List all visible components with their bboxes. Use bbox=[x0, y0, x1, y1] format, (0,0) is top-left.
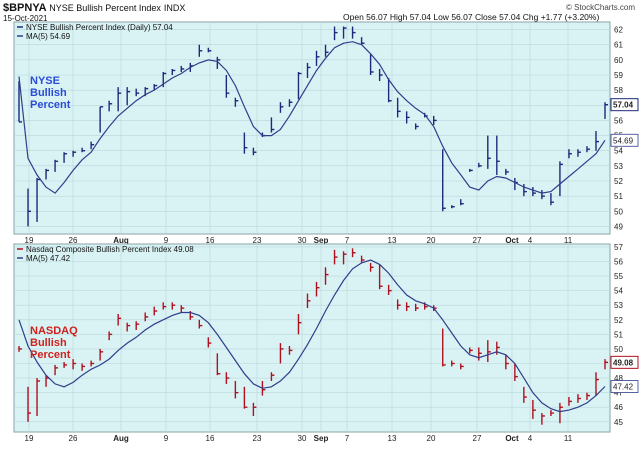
nasdaq-ytick-label: 55 bbox=[614, 272, 623, 281]
index-name: NYSE Bullish Percent Index bbox=[49, 3, 161, 13]
low-label: Low bbox=[433, 12, 449, 22]
nasdaq-xtick-label: 7 bbox=[345, 434, 350, 443]
nasdaq-ytick-label: 57 bbox=[614, 243, 623, 252]
nasdaq-ytick-label: 47 bbox=[614, 389, 623, 398]
nasdaq-xtick-label: 30 bbox=[298, 434, 307, 443]
nasdaq-xtick-label: 23 bbox=[253, 434, 262, 443]
nasdaq-ytick-label: 50 bbox=[614, 345, 623, 354]
nasdaq-ma-value-tag-box bbox=[610, 380, 639, 393]
nasdaq-xtick-label: 4 bbox=[528, 434, 533, 443]
nasdaq-ytick-label: 53 bbox=[614, 301, 623, 310]
nasdaq-xtick-label: 19 bbox=[25, 434, 34, 443]
credit: © StockCharts.com bbox=[566, 3, 636, 12]
nyse-xtick-label: 26 bbox=[69, 236, 78, 245]
nyse-ytick-label: 52 bbox=[614, 177, 623, 186]
nasdaq-xtick-label: 20 bbox=[427, 434, 436, 443]
nyse-xtick-label: 16 bbox=[206, 236, 215, 245]
nyse-ma-value-tag-box bbox=[610, 133, 639, 147]
nasdaq-ytick-label: 54 bbox=[614, 287, 623, 296]
nyse-annotation-line: Percent bbox=[30, 99, 71, 111]
nyse-plot-area bbox=[13, 21, 611, 235]
close-label: Close bbox=[474, 12, 497, 22]
nasdaq-xtick-label: 9 bbox=[164, 434, 169, 443]
nasdaq-legend-text: MA(5) 47.42 bbox=[26, 254, 71, 263]
nyse-last-value-tag: 57.04 bbox=[613, 101, 634, 110]
nasdaq-ytick-label: 46 bbox=[614, 403, 623, 412]
nyse-xtick-label: Oct bbox=[505, 236, 519, 245]
nyse-xtick-label: 19 bbox=[25, 236, 34, 245]
nasdaq-ytick-label: 56 bbox=[614, 257, 623, 266]
symbol: $BPNYA bbox=[3, 2, 47, 14]
nasdaq-annotation-line: Bullish bbox=[30, 337, 67, 349]
chart-symbol: $BPNYA NYSE Bullish Percent Index INDX bbox=[3, 2, 185, 14]
nyse-ma-value-tag: 54.69 bbox=[613, 136, 634, 145]
high-label: High bbox=[389, 12, 408, 22]
nyse-ytick-label: 62 bbox=[614, 26, 623, 35]
nasdaq-ytick-label: 51 bbox=[614, 330, 623, 339]
nasdaq-ytick-label: 45 bbox=[614, 418, 623, 427]
nasdaq-xtick-label: Oct bbox=[505, 434, 519, 443]
nyse-xtick-label: 23 bbox=[253, 236, 262, 245]
nyse-annotation-line: Bullish bbox=[30, 87, 67, 99]
nasdaq-ytick-label: 48 bbox=[614, 374, 623, 383]
low-value: 56.07 bbox=[451, 12, 473, 22]
nyse-legend-text: MA(5) 54.69 bbox=[26, 32, 71, 41]
nyse-last-value-tag-box bbox=[610, 98, 639, 112]
nasdaq-annotation-line: Percent bbox=[30, 349, 71, 361]
nyse-xtick-label: Aug bbox=[113, 236, 129, 245]
nasdaq-annotation-line: NASDAQ bbox=[30, 325, 78, 337]
nyse-xtick-label: Sep bbox=[314, 236, 329, 245]
open-label: Open bbox=[343, 12, 364, 22]
nasdaq-ma-line bbox=[18, 259, 606, 413]
nasdaq-ma-value-tag: 47.42 bbox=[613, 383, 634, 392]
nyse-ytick-label: 50 bbox=[614, 207, 623, 216]
nyse-xtick-label: 7 bbox=[345, 236, 350, 245]
nyse-xtick-label: 9 bbox=[164, 236, 169, 245]
chg-label: Chg bbox=[522, 12, 539, 22]
nyse-ytick-label: 60 bbox=[614, 56, 623, 65]
nyse-ma-line bbox=[18, 41, 606, 194]
nasdaq-plot-area bbox=[13, 243, 611, 433]
high-value: 57.04 bbox=[409, 12, 431, 22]
nasdaq-ytick-label: 52 bbox=[614, 316, 623, 325]
close-value: 57.04 bbox=[499, 12, 521, 22]
nasdaq-legend-text: Nasdaq Composite Bullish Percent Index 4… bbox=[26, 245, 194, 254]
nyse-xtick-label: 20 bbox=[427, 236, 436, 245]
nyse-xtick-label: 4 bbox=[528, 236, 533, 245]
nasdaq-xtick-label: 27 bbox=[473, 434, 482, 443]
nyse-ytick-label: 53 bbox=[614, 162, 623, 171]
nyse-panel: 49505152535455565758596061621926Aug91623… bbox=[13, 21, 639, 245]
chg-value: +1.77 (+3.20%) bbox=[540, 12, 600, 22]
nyse-annotation-line: NYSE bbox=[30, 75, 60, 87]
nasdaq-xtick-label: 26 bbox=[69, 434, 78, 443]
nasdaq-last-value-tag: 49.08 bbox=[613, 358, 634, 367]
nyse-ytick-label: 59 bbox=[614, 71, 623, 80]
nasdaq-xtick-label: 16 bbox=[206, 434, 215, 443]
chart-date: 15-Oct-2021 bbox=[3, 14, 48, 23]
nyse-ytick-label: 61 bbox=[614, 41, 623, 50]
nasdaq-xtick-label: 11 bbox=[564, 434, 573, 443]
nyse-ytick-label: 58 bbox=[614, 86, 623, 95]
nyse-legend-text: NYSE Bullish Percent Index (Daily) 57.04 bbox=[26, 23, 173, 32]
nyse-xtick-label: 27 bbox=[473, 236, 482, 245]
nyse-ytick-label: 49 bbox=[614, 222, 623, 231]
nyse-xtick-label: 30 bbox=[298, 236, 307, 245]
nyse-ytick-label: 51 bbox=[614, 192, 623, 201]
nyse-xtick-label: 13 bbox=[388, 236, 397, 245]
nasdaq-last-value-tag-box bbox=[610, 355, 639, 369]
nyse-xtick-label: 11 bbox=[564, 236, 573, 245]
open-value: 56.07 bbox=[366, 12, 388, 22]
quote-line: Open 56.07 High 57.04 Low 56.07 Close 57… bbox=[343, 12, 599, 22]
nasdaq-panel: 454647484950515253545556571926Aug9162330… bbox=[13, 243, 639, 443]
nasdaq-xtick-label: Aug bbox=[113, 434, 129, 443]
nyse-ytick-label: 56 bbox=[614, 116, 623, 125]
nasdaq-xtick-label: Sep bbox=[314, 434, 329, 443]
nyse-ytick-label: 54 bbox=[614, 147, 623, 156]
nasdaq-xtick-label: 13 bbox=[388, 434, 397, 443]
exchange: INDX bbox=[163, 3, 186, 13]
